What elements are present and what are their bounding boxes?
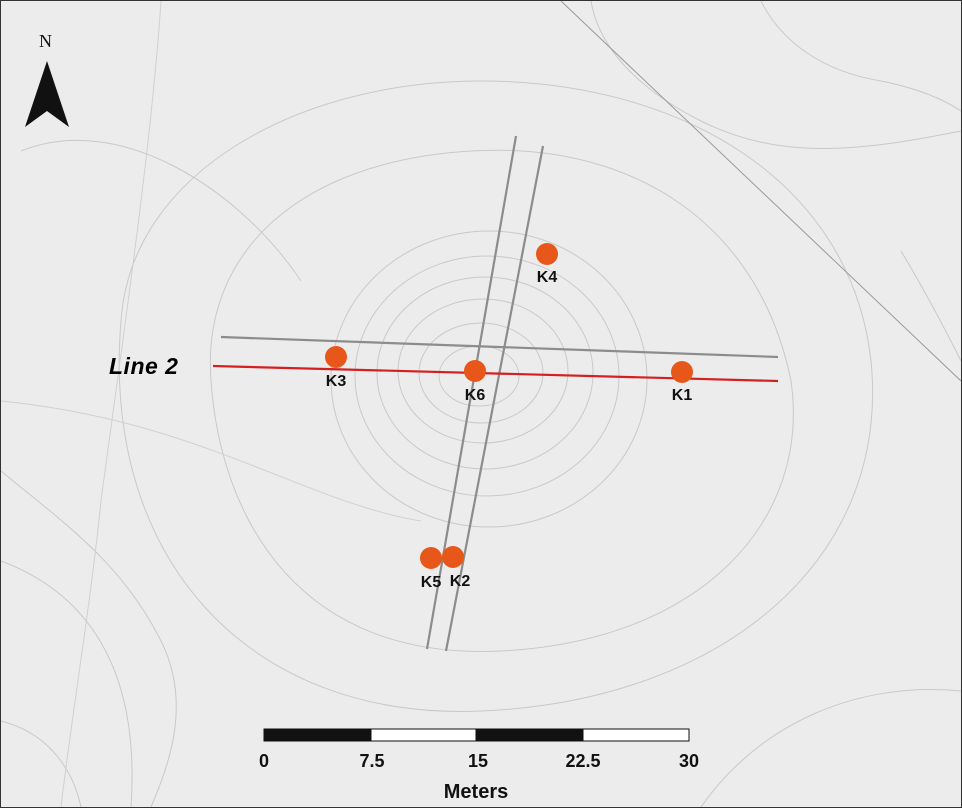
point-label-k4: K4 — [536, 269, 558, 286]
point-label-k2: K2 — [449, 573, 471, 590]
scale-tick-3: 22.5 — [565, 751, 601, 771]
survey-lines — [220, 135, 779, 652]
scale-tick-1: 7.5 — [359, 751, 385, 771]
line-2-label: Line 2 — [109, 353, 179, 379]
point-k6[interactable] — [464, 360, 486, 382]
faint-lines — [1, 1, 422, 807]
road-lines — [560, 1, 961, 382]
scale-tick-4: 30 — [678, 751, 700, 771]
line-2 — [212, 364, 779, 383]
scale-tick-0: 0 — [258, 751, 270, 771]
north-arrow-icon — [25, 61, 69, 127]
scale-units-label: Meters — [443, 781, 509, 803]
point-label-k6: K6 — [464, 387, 486, 404]
point-k5[interactable] — [420, 547, 442, 569]
scale-bar — [263, 728, 690, 742]
scale-tick-2: 15 — [467, 751, 489, 771]
point-label-k5: K5 — [420, 574, 442, 591]
survey-points — [325, 243, 693, 569]
survey-line-north — [220, 335, 779, 359]
survey-line-east — [444, 145, 545, 652]
point-k1[interactable] — [671, 361, 693, 383]
point-label-k3: K3 — [325, 373, 347, 390]
point-label-k1: K1 — [671, 387, 693, 404]
point-k3[interactable] — [325, 346, 347, 368]
survey-line-west — [425, 135, 518, 650]
north-label: N — [39, 31, 52, 51]
point-k2[interactable] — [442, 546, 464, 568]
point-k4[interactable] — [536, 243, 558, 265]
